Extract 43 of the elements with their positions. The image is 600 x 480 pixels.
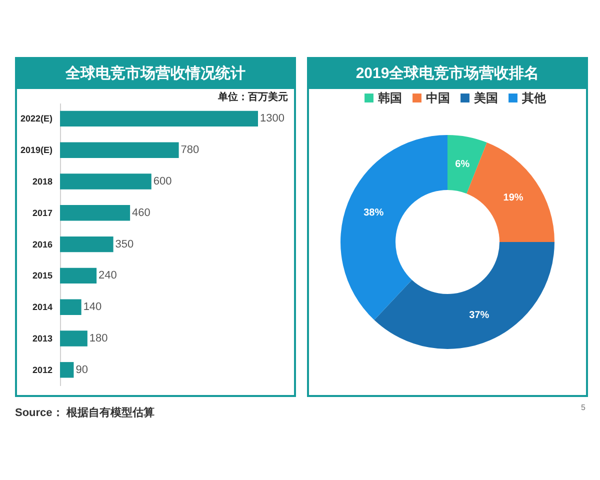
data-label: 600: [153, 176, 172, 188]
data-label: 460: [132, 206, 150, 219]
data-label: 1300: [260, 112, 284, 125]
data-label: 350: [115, 238, 134, 250]
y-tick-label: 2019(E): [20, 145, 53, 156]
y-tick-label: 2016: [32, 239, 52, 250]
y-tick-label: 2017: [32, 208, 52, 218]
text: 5: [581, 403, 586, 412]
legend-label: 美国: [473, 91, 498, 105]
bar: [60, 205, 130, 221]
data-label: 140: [83, 301, 102, 314]
data-label: 90: [76, 364, 88, 376]
y-tick-label: 2018: [32, 176, 52, 186]
data-label: 180: [89, 332, 108, 344]
y-tick-label: 2012: [32, 364, 52, 375]
bar: [60, 268, 97, 284]
donut-slice: [374, 242, 554, 349]
bar: [60, 236, 114, 252]
data-label: 6%: [455, 158, 470, 170]
donut-slice: [448, 135, 487, 194]
chart-subtitle: 单位：百万美元: [218, 90, 288, 104]
bar: [60, 142, 179, 158]
bar: [60, 362, 74, 378]
y-tick-label: 2014: [32, 302, 52, 312]
data-label: 38%: [364, 208, 384, 219]
data-label: 37%: [469, 310, 490, 321]
legend-label: 其他: [521, 91, 547, 105]
bar: [60, 110, 258, 127]
legend-label: 韩国: [377, 91, 402, 105]
data-label: 780: [180, 144, 200, 156]
y-tick-label: 2022(E): [20, 114, 53, 124]
donut-slice: [340, 135, 448, 320]
bar: [60, 174, 152, 190]
data-label: 19%: [503, 192, 524, 204]
bar: [60, 299, 82, 315]
bar: [60, 330, 88, 346]
source-note: Source： 根据自有模型估算: [15, 406, 154, 420]
chart-title: 全球电竞市场营收情况统计: [17, 59, 294, 89]
legend-label: 中国: [426, 91, 450, 105]
chart-title: 2019全球电竞市场营收排名: [309, 59, 586, 89]
y-tick-label: 2013: [32, 333, 52, 344]
data-label: 240: [98, 270, 117, 282]
y-tick-label: 2015: [32, 270, 52, 281]
